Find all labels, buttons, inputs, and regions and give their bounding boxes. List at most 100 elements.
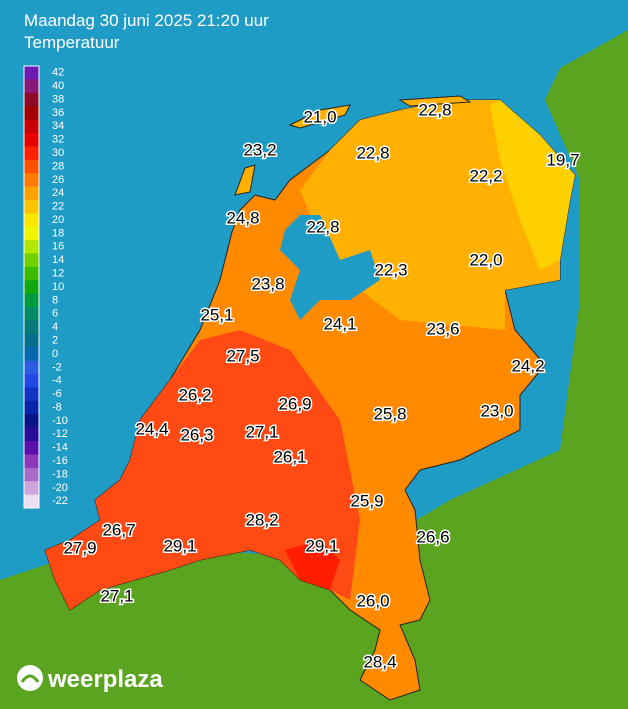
station-temperature: 26,0 [356, 591, 389, 610]
island [398, 95, 472, 107]
legend-swatch [24, 280, 39, 295]
station-temperature: 26,1 [273, 447, 306, 466]
station-temperature: 24,8 [226, 208, 259, 227]
legend-frame [23, 65, 40, 509]
legend-tick-label: -18 [52, 468, 68, 480]
legend-tick-label: 32 [52, 134, 64, 146]
station-temperature: 24,1 [323, 314, 356, 333]
legend-tick-label: 0 [52, 348, 58, 360]
station-temperature: 26,2 [178, 385, 211, 404]
station-temperature: 27,9 [63, 538, 96, 557]
station-temperature: 26,3 [180, 425, 213, 444]
legend-swatch [24, 253, 39, 268]
header-bg [0, 0, 320, 60]
island [288, 104, 351, 129]
legend-tick-label: 26 [52, 174, 64, 186]
legend-swatch [24, 347, 39, 362]
legend-swatch [24, 146, 39, 161]
station-temperature: 25,9 [350, 491, 383, 510]
legend-tick-label: -8 [52, 401, 62, 413]
brand: weerplaza [47, 666, 163, 693]
station-temperature: 24,4 [135, 419, 168, 438]
legend-tick-label: 2 [52, 334, 58, 346]
station-temperature: 22,8 [418, 100, 451, 119]
station-temperature: 22,8 [306, 217, 339, 236]
legend-tick-label: 6 [52, 308, 58, 320]
legend-tick-label: -14 [52, 442, 68, 454]
legend-tick-label: 10 [52, 281, 64, 293]
legend-tick-label: 24 [52, 187, 64, 199]
legend-swatch [24, 106, 39, 121]
station-temperature: 23,8 [251, 274, 284, 293]
legend-tick-label: 16 [52, 241, 64, 253]
legend-swatch [24, 213, 39, 228]
legend-swatch [24, 454, 39, 469]
legend-tick-label: 8 [52, 294, 58, 306]
legend-swatch [24, 494, 39, 509]
subtitle: Temperatuur [24, 33, 120, 52]
legend-swatch [24, 481, 39, 496]
legend-swatch [24, 320, 39, 335]
title: Maandag 30 juni 2025 21:20 uur [24, 11, 269, 30]
legend-swatch [24, 159, 39, 174]
station-temperature: 22,2 [469, 166, 502, 185]
legend-swatch [24, 199, 39, 214]
brand-logo [17, 665, 43, 691]
station-temperature: 29,1 [305, 536, 338, 555]
legend-swatch [24, 79, 39, 94]
legend-tick-label: 42 [52, 67, 64, 79]
station-temperature: 27,1 [100, 586, 133, 605]
legend-swatch [24, 240, 39, 255]
legend-swatch [24, 173, 39, 188]
legend-swatch [24, 307, 39, 321]
station-temperature: 23,2 [243, 140, 276, 159]
legend-tick-label: 12 [52, 268, 64, 280]
legend-tick-label: -20 [52, 482, 68, 494]
legend-swatch [24, 132, 39, 147]
station-temperature: 26,9 [278, 394, 311, 413]
station-temperature: 23,0 [480, 401, 513, 420]
legend-swatch [24, 293, 39, 308]
station-temperature: 25,1 [200, 305, 233, 324]
station-temperature: 24,2 [511, 356, 544, 375]
station-temperature: 28,4 [363, 652, 396, 671]
island [234, 164, 256, 196]
station-temperature: 23,6 [426, 319, 459, 338]
legend-tick-label: 4 [52, 321, 58, 333]
hot-south [45, 330, 360, 610]
legend-swatch [24, 387, 39, 402]
legend-swatch [24, 400, 39, 415]
legend-swatch [24, 427, 39, 442]
legend-tick-label: 18 [52, 227, 64, 239]
station-temperature: 29,1 [163, 536, 196, 555]
legend-tick-label: -4 [52, 375, 62, 387]
station-temperature: 26,7 [102, 520, 135, 539]
legend-swatch [24, 374, 39, 388]
legend-swatch [24, 186, 39, 201]
lake [280, 215, 380, 320]
station-temperature: 21,0 [303, 107, 336, 126]
legend-tick-label: 20 [52, 214, 64, 226]
station-temperature: 26,6 [416, 527, 449, 546]
legend-tick-label: 22 [52, 201, 64, 213]
station-temperature: 28,2 [245, 510, 278, 529]
legend-tick-label: 14 [52, 254, 64, 266]
legend-tick-label: 40 [52, 80, 64, 92]
legend-tick-label: -10 [52, 415, 68, 427]
legend-swatch [24, 66, 39, 80]
legend-swatch [24, 119, 39, 134]
station-labels: 21,0 22,8 23,2 22,8 19,7 22,2 24,8 22,8 22,3 22,0… [62, 99, 581, 673]
legend-tick-label: -22 [52, 495, 68, 507]
legend-tick-label: -2 [52, 361, 62, 373]
legend-swatch [24, 92, 39, 107]
legend-swatch [24, 414, 39, 429]
station-temperature: 22,0 [469, 250, 502, 269]
legend-tick-label: -16 [52, 455, 68, 467]
legend-tick-label: -12 [52, 428, 68, 440]
legend-tick-label: 36 [52, 107, 64, 119]
legend-swatch [24, 333, 39, 348]
hottest [285, 540, 340, 590]
station-temperature: 22,3 [374, 260, 407, 279]
legend-tick-label: 30 [52, 147, 64, 159]
